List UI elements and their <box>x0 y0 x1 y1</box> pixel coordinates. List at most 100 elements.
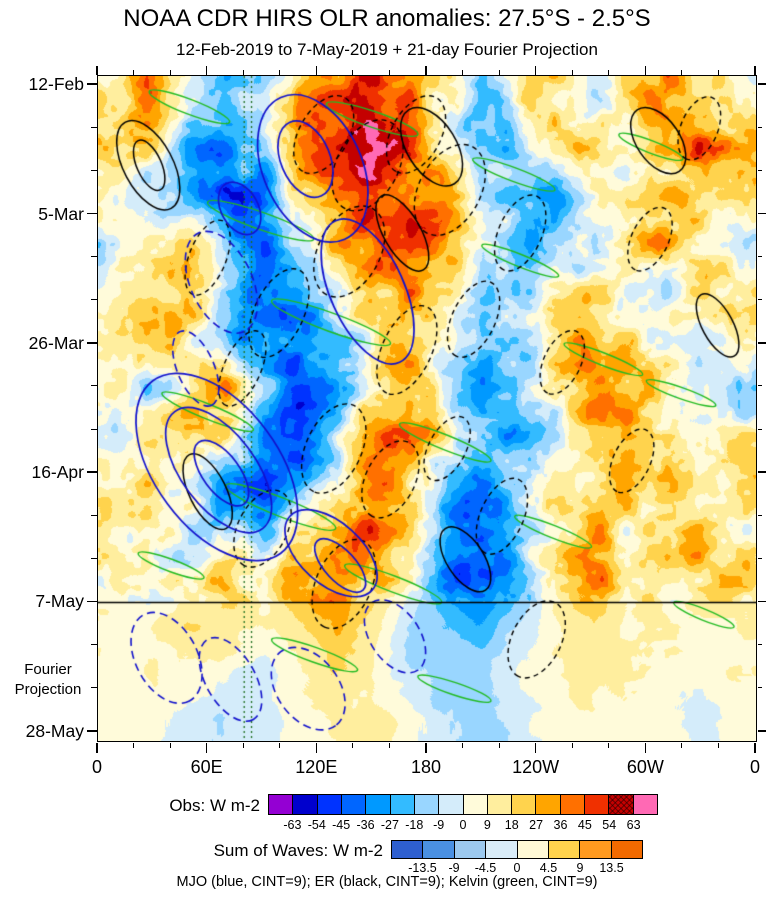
x-tick-label: 180 <box>410 757 442 777</box>
y-tick-label: 16-Apr <box>31 462 84 483</box>
axis-tick <box>571 743 573 748</box>
colorbar-tick-label: 9 <box>576 861 584 875</box>
axis-tick <box>498 743 500 748</box>
axis-tick <box>87 83 97 85</box>
colorbar-cell <box>453 840 487 859</box>
colorbar-cell <box>316 794 342 815</box>
axis-tick <box>758 644 762 646</box>
x-tick-label: 0 <box>749 757 760 777</box>
fourier-projection-label: Fourier Projection <box>4 660 92 700</box>
axis-tick <box>758 256 762 258</box>
axis-tick <box>758 428 762 430</box>
axis-tick <box>242 743 244 748</box>
axis-tick <box>169 743 171 748</box>
axis-tick <box>279 743 281 748</box>
colorbar-cell <box>365 794 391 815</box>
axis-tick <box>133 70 135 75</box>
axis-tick <box>91 126 97 128</box>
axis-tick <box>462 70 464 75</box>
axis-tick <box>717 70 719 75</box>
chart-subtitle: 12-Feb-2019 to 7-May-2019 + 21-day Fouri… <box>176 40 598 59</box>
x-tick-label: 0 <box>91 757 102 777</box>
colorbar-tick-label: 0 <box>459 818 467 832</box>
axis-tick <box>754 743 756 753</box>
colorbar-tick-label: -4.5 <box>474 861 497 875</box>
axis-tick <box>681 70 683 75</box>
axis-tick <box>87 342 97 344</box>
axis-tick <box>96 66 98 75</box>
colorbar-cell <box>413 794 440 815</box>
colorbar-tick-label: 4.5 <box>539 861 558 875</box>
waves-colorbar-label: Sum of Waves: W m-2 <box>213 841 383 860</box>
axis-tick <box>91 299 97 301</box>
colorbar-tick-label: 27 <box>529 818 544 832</box>
colorbar-cell <box>579 840 612 859</box>
x-tick-label: 60E <box>190 757 223 777</box>
x-tick-label: 120E <box>295 757 338 777</box>
colorbar-cell <box>462 794 488 815</box>
colorbar-cell <box>535 794 561 815</box>
axis-tick <box>205 66 208 75</box>
axis-tick <box>91 428 97 430</box>
colorbar-tick-label: 45 <box>577 818 592 832</box>
colorbar-cell <box>610 840 643 859</box>
axis-tick <box>352 743 354 748</box>
axis-tick <box>279 70 281 75</box>
axis-tick <box>534 743 537 753</box>
axis-tick <box>91 644 97 646</box>
colorbar-tick-label: -45 <box>332 818 351 832</box>
axis-tick <box>758 212 766 215</box>
axis-tick <box>758 342 766 344</box>
axis-tick <box>758 126 762 128</box>
axis-tick <box>352 70 354 75</box>
axis-tick <box>758 385 762 387</box>
colorbar-tick-label: -27 <box>380 818 399 832</box>
colorbar-cell <box>632 794 658 815</box>
fourier-label-line2: Projection <box>14 681 82 698</box>
axis-tick <box>133 743 135 748</box>
x-tick-label: 60W <box>626 757 664 777</box>
colorbar-tick-label: -54 <box>307 818 326 832</box>
axis-tick <box>169 70 171 75</box>
obs-colorbar-label: Obs: W m-2 <box>169 796 260 815</box>
colorbar-cell <box>438 794 464 815</box>
axis-tick <box>91 256 97 258</box>
axis-tick <box>758 557 762 559</box>
axis-tick <box>608 743 610 748</box>
plot-area <box>97 75 757 742</box>
fourier-label-line1: Fourier <box>24 661 72 678</box>
colorbar-tick-label: 9 <box>483 818 491 832</box>
axis-tick <box>87 730 97 732</box>
axis-tick <box>644 743 647 753</box>
hovmoller-heatmap-canvas <box>98 76 756 741</box>
axis-tick <box>91 385 97 387</box>
axis-tick <box>87 471 97 473</box>
colorbar-cell <box>268 794 294 815</box>
axis-tick <box>758 471 766 473</box>
y-tick-label: 28-May <box>25 720 84 741</box>
axis-tick <box>388 743 390 748</box>
axis-tick <box>87 212 97 215</box>
axis-tick <box>242 70 244 75</box>
axis-tick <box>534 66 537 75</box>
contour-legend-text: MJO (blue, CINT=9); ER (black, CINT=9); … <box>176 874 598 890</box>
colorbar-tick-label: 13.5 <box>599 861 624 875</box>
axis-tick <box>87 600 97 603</box>
colorbar-tick-label: 18 <box>504 818 519 832</box>
y-tick-label: 7-May <box>35 591 84 612</box>
colorbar-tick-label: -13.5 <box>408 861 437 875</box>
axis-tick <box>388 70 390 75</box>
axis-tick <box>205 743 208 753</box>
axis-tick <box>91 169 97 171</box>
axis-tick <box>91 687 97 689</box>
colorbar-cell <box>516 840 549 859</box>
axis-tick <box>758 514 762 516</box>
colorbar-cell <box>340 794 367 815</box>
colorbar-tick-label: -36 <box>356 818 375 832</box>
axis-tick <box>758 83 766 85</box>
colorbar-cell <box>584 794 610 815</box>
colorbar-cell <box>422 840 455 859</box>
colorbar-tick-label: 54 <box>602 818 617 832</box>
axis-tick <box>315 66 318 75</box>
